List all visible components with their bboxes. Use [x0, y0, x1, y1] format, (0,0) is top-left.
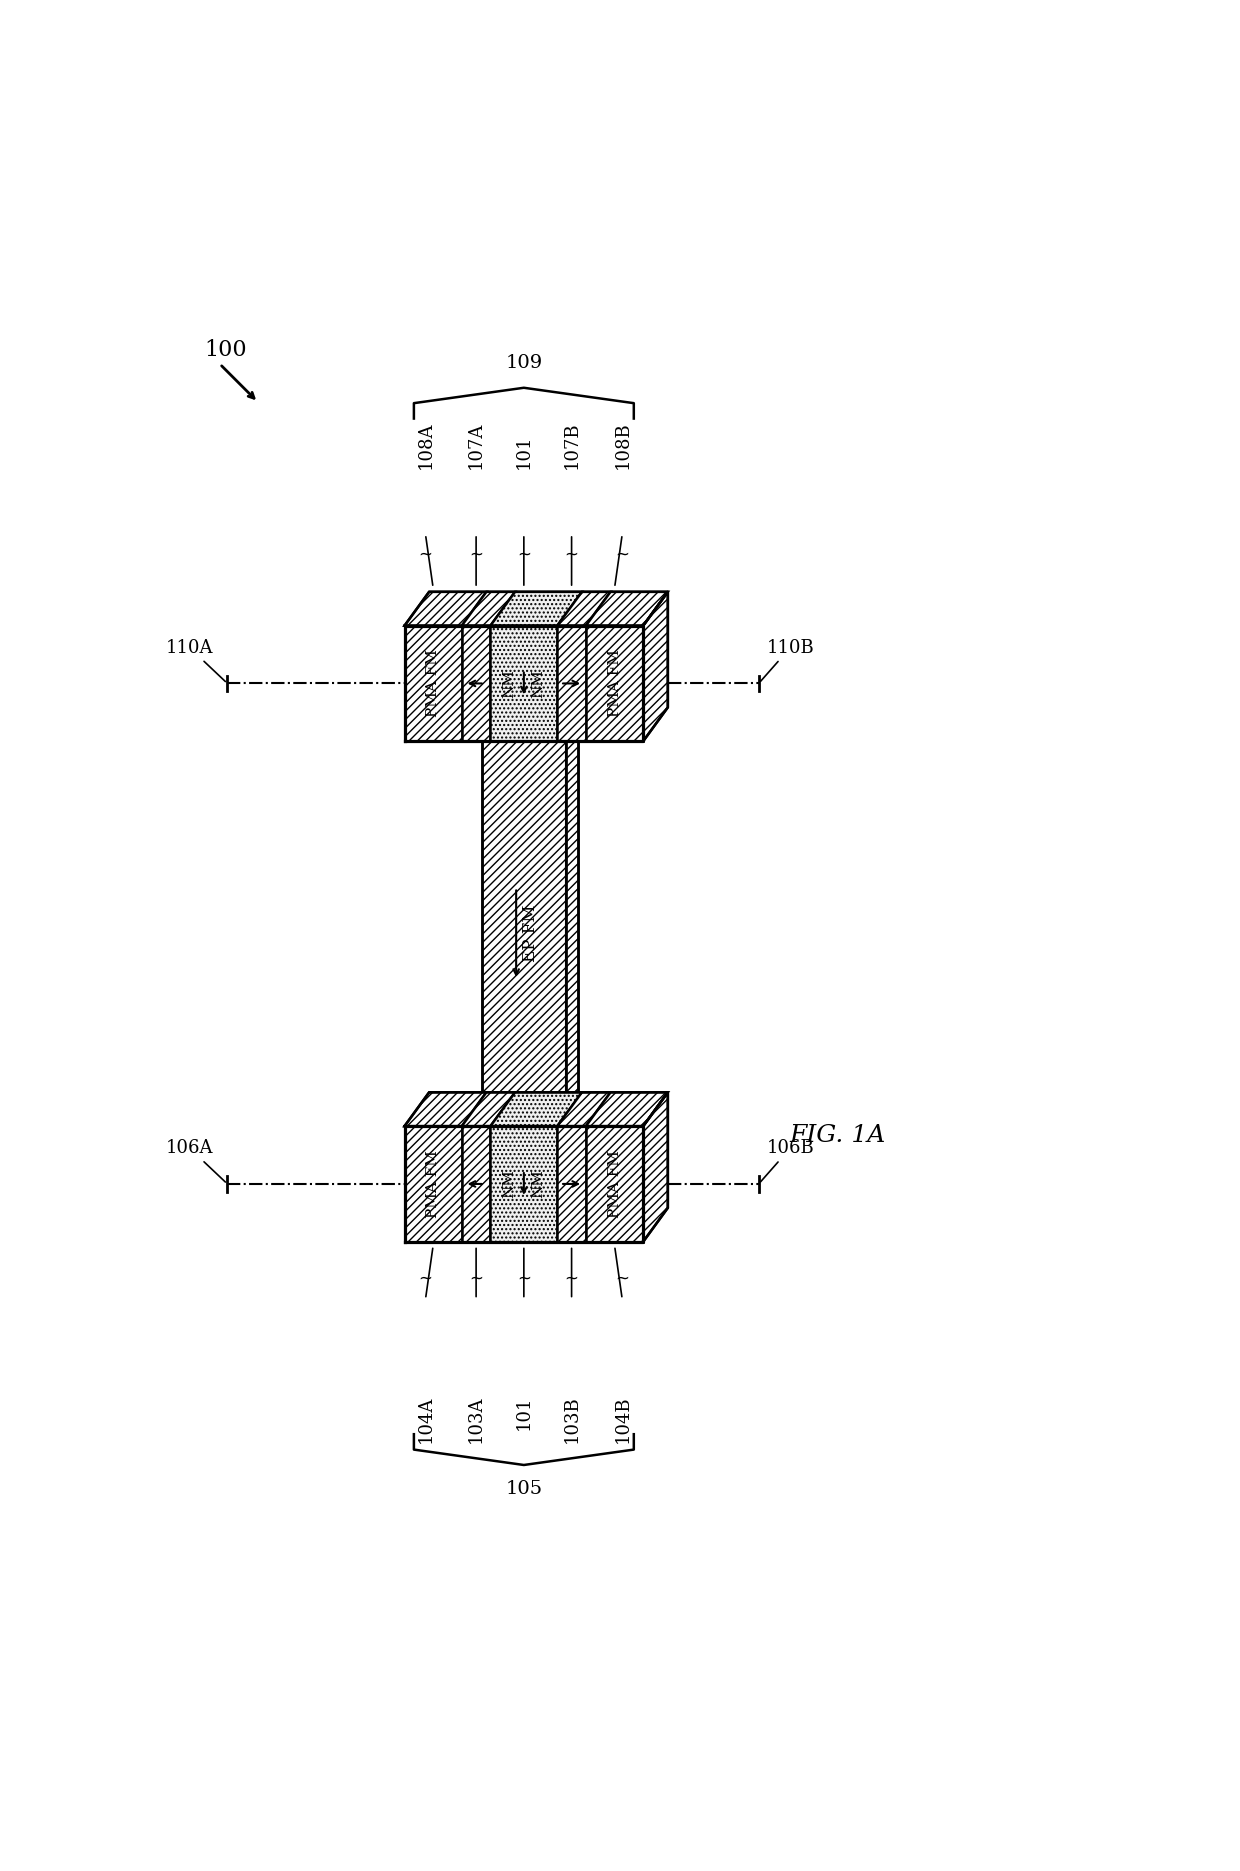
Polygon shape — [404, 625, 461, 741]
Polygon shape — [557, 1126, 587, 1242]
Text: NM: NM — [532, 670, 546, 698]
Polygon shape — [587, 1093, 668, 1126]
Polygon shape — [491, 1093, 582, 1126]
Text: 103A: 103A — [467, 1396, 485, 1443]
Polygon shape — [461, 1126, 491, 1242]
Text: 107A: 107A — [467, 421, 485, 468]
Polygon shape — [404, 1093, 486, 1126]
Text: ~: ~ — [418, 546, 433, 563]
Polygon shape — [587, 1126, 644, 1242]
Polygon shape — [461, 591, 515, 625]
Polygon shape — [644, 1093, 668, 1242]
Text: NM: NM — [502, 1169, 516, 1199]
Text: EP FM: EP FM — [522, 906, 538, 962]
Polygon shape — [557, 1093, 610, 1126]
Text: FIG. 1A: FIG. 1A — [790, 1124, 885, 1147]
Polygon shape — [491, 625, 557, 741]
Text: ~: ~ — [615, 546, 629, 563]
Text: 104B: 104B — [614, 1396, 631, 1443]
Polygon shape — [481, 741, 567, 1126]
Polygon shape — [644, 591, 668, 741]
Polygon shape — [567, 724, 579, 1126]
Polygon shape — [461, 625, 491, 741]
Text: 101: 101 — [515, 434, 533, 468]
Text: 110B: 110B — [760, 638, 815, 681]
Text: 108B: 108B — [614, 421, 631, 468]
Text: NM: NM — [532, 1169, 546, 1199]
Polygon shape — [491, 1126, 557, 1242]
Text: NM: NM — [502, 670, 516, 698]
Text: PMA FM: PMA FM — [608, 1151, 621, 1218]
Text: 106B: 106B — [760, 1139, 815, 1182]
Text: PMA FM: PMA FM — [427, 1151, 440, 1218]
Polygon shape — [481, 724, 579, 741]
Text: 101: 101 — [515, 1396, 533, 1429]
Polygon shape — [587, 591, 668, 625]
Text: ~: ~ — [564, 546, 579, 563]
Text: PMA FM: PMA FM — [427, 649, 440, 717]
Text: ~: ~ — [418, 1270, 433, 1287]
Text: 104A: 104A — [417, 1396, 434, 1443]
Text: 109: 109 — [505, 354, 542, 372]
Text: 107B: 107B — [563, 421, 580, 468]
Polygon shape — [587, 625, 644, 741]
Polygon shape — [557, 625, 587, 741]
Text: 105: 105 — [505, 1480, 542, 1499]
Text: ~: ~ — [564, 1270, 579, 1287]
Polygon shape — [461, 1093, 515, 1126]
Text: 100: 100 — [205, 339, 247, 361]
Text: PMA FM: PMA FM — [608, 649, 621, 717]
Polygon shape — [491, 591, 582, 625]
Polygon shape — [557, 591, 610, 625]
Text: 110A: 110A — [166, 638, 226, 681]
Text: ~: ~ — [469, 546, 484, 563]
Text: 106A: 106A — [166, 1139, 226, 1182]
Text: ~: ~ — [615, 1270, 629, 1287]
Text: 108A: 108A — [417, 421, 434, 468]
Text: ~: ~ — [517, 546, 531, 563]
Text: ~: ~ — [517, 1270, 531, 1287]
Polygon shape — [404, 591, 486, 625]
Polygon shape — [404, 1126, 461, 1242]
Text: ~: ~ — [469, 1270, 484, 1287]
Text: 103B: 103B — [563, 1396, 580, 1443]
